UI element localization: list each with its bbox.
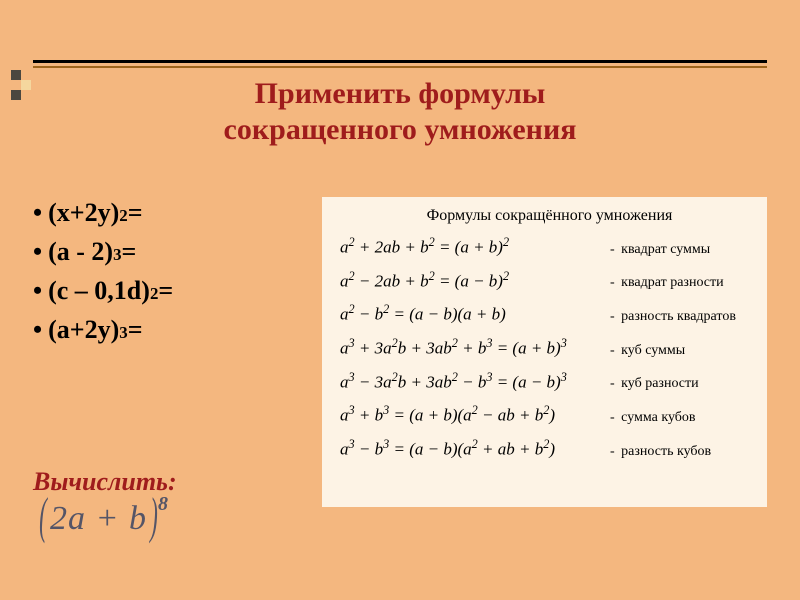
dash-icon: - [610, 444, 618, 459]
bullet-icon: • [33, 234, 42, 270]
formula-lhs: a3 − b3 = (a − b)(a2 + ab + b2) [340, 437, 610, 460]
slide: Применить формулы сокращенного умножения… [0, 0, 800, 600]
problem-tail: = [128, 312, 143, 348]
dash-icon: - [610, 275, 618, 290]
deco-square-a [11, 70, 21, 80]
reference-title: Формулы сокращённого умножения [340, 207, 759, 225]
reference-panel: Формулы сокращённого умножения a2 + 2ab … [322, 197, 767, 507]
problem-base: (a - 2) [48, 234, 113, 270]
reference-row: a3 − b3 = (a − b)(a2 + ab + b2)- разност… [340, 437, 759, 460]
problem-power: 2 [119, 198, 127, 234]
problem-tail: = [158, 273, 173, 309]
dash-icon: - [610, 343, 618, 358]
formula-name: - квадрат суммы [610, 242, 710, 258]
problem-base: (a+2y) [48, 312, 119, 348]
formula-lhs: a2 − b2 = (a − b)(a + b) [340, 302, 610, 325]
formula-name-text: квадрат разности [621, 275, 723, 290]
problem-power: 3 [113, 237, 121, 273]
deco-square-b [21, 80, 31, 90]
reference-row: a2 + 2ab + b2 = (a + b)2- квадрат суммы [340, 235, 759, 258]
problem-base: (x+2y) [48, 195, 119, 231]
formula-name-text: разность кубов [621, 444, 711, 459]
formula-name-text: сумма кубов [621, 410, 695, 425]
problem-item: •(x+2y)2 = [33, 195, 173, 234]
expr-power: 8 [158, 493, 168, 516]
rule-top-dark [33, 60, 767, 63]
problem-item: •(a - 2)3 = [33, 234, 173, 273]
problem-item: •(c – 0,1d)2 = [33, 273, 173, 312]
close-paren: ) [150, 492, 158, 542]
problem-power: 3 [119, 315, 127, 351]
formula-name: - сумма кубов [610, 410, 696, 426]
formula-name-text: куб суммы [621, 343, 685, 358]
problem-item: •(a+2y)3 = [33, 312, 173, 351]
title-line-2: сокращенного умножения [224, 113, 577, 146]
formula-name-text: квадрат суммы [621, 242, 710, 257]
reference-row: a3 − 3a2b + 3ab2 − b3 = (a − b)3- куб ра… [340, 370, 759, 393]
page-title: Применить формулы сокращенного умножения [90, 76, 710, 148]
dash-icon: - [610, 410, 618, 425]
bullet-icon: • [33, 195, 42, 231]
rule-top-accent [33, 66, 767, 68]
dash-icon: - [610, 376, 618, 391]
reference-row: a2 − 2ab + b2 = (a − b)2- квадрат разнос… [340, 269, 759, 292]
problem-expression: (a+2y)3 = [48, 312, 142, 351]
title-line-1: Применить формулы [255, 77, 546, 110]
problem-tail: = [128, 195, 143, 231]
problem-tail: = [122, 234, 137, 270]
reference-row: a2 − b2 = (a − b)(a + b)- разность квадр… [340, 302, 759, 325]
problem-expression: (a - 2)3 = [48, 234, 136, 273]
formula-name: - квадрат разности [610, 275, 724, 291]
problem-power: 2 [150, 276, 158, 312]
reference-row: a3 + b3 = (a + b)(a2 − ab + b2)- сумма к… [340, 403, 759, 426]
reference-row: a3 + 3a2b + 3ab2 + b3 = (a + b)3- куб су… [340, 336, 759, 359]
formula-name-text: разность квадратов [621, 309, 736, 324]
formula-name: - разность кубов [610, 444, 711, 460]
formula-name: - разность квадратов [610, 309, 736, 325]
deco-square-c [11, 90, 21, 100]
formula-lhs: a2 + 2ab + b2 = (a + b)2 [340, 235, 610, 258]
formula-name: - куб суммы [610, 343, 685, 359]
open-paren: ( [39, 492, 47, 542]
problem-expression: (x+2y)2 = [48, 195, 142, 234]
compute-expression: ( 2a + b ) 8 [36, 496, 168, 542]
problem-base: (c – 0,1d) [48, 273, 150, 309]
reference-rows: a2 + 2ab + b2 = (a + b)2- квадрат суммыa… [340, 235, 759, 460]
formula-name: - куб разности [610, 376, 699, 392]
problem-expression: (c – 0,1d)2 = [48, 273, 173, 312]
formula-lhs: a2 − 2ab + b2 = (a − b)2 [340, 269, 610, 292]
formula-lhs: a3 + b3 = (a + b)(a2 − ab + b2) [340, 403, 610, 426]
bullet-icon: • [33, 312, 42, 348]
bullet-icon: • [33, 273, 42, 309]
expr-inner: 2a + b [50, 496, 147, 542]
dash-icon: - [610, 242, 618, 257]
formula-lhs: a3 − 3a2b + 3ab2 − b3 = (a − b)3 [340, 370, 610, 393]
formula-lhs: a3 + 3a2b + 3ab2 + b3 = (a + b)3 [340, 336, 610, 359]
problem-list: •(x+2y)2 =•(a - 2)3 =•(c – 0,1d)2 =•(a+2… [33, 195, 173, 351]
dash-icon: - [610, 309, 618, 324]
formula-name-text: куб разности [621, 376, 698, 391]
